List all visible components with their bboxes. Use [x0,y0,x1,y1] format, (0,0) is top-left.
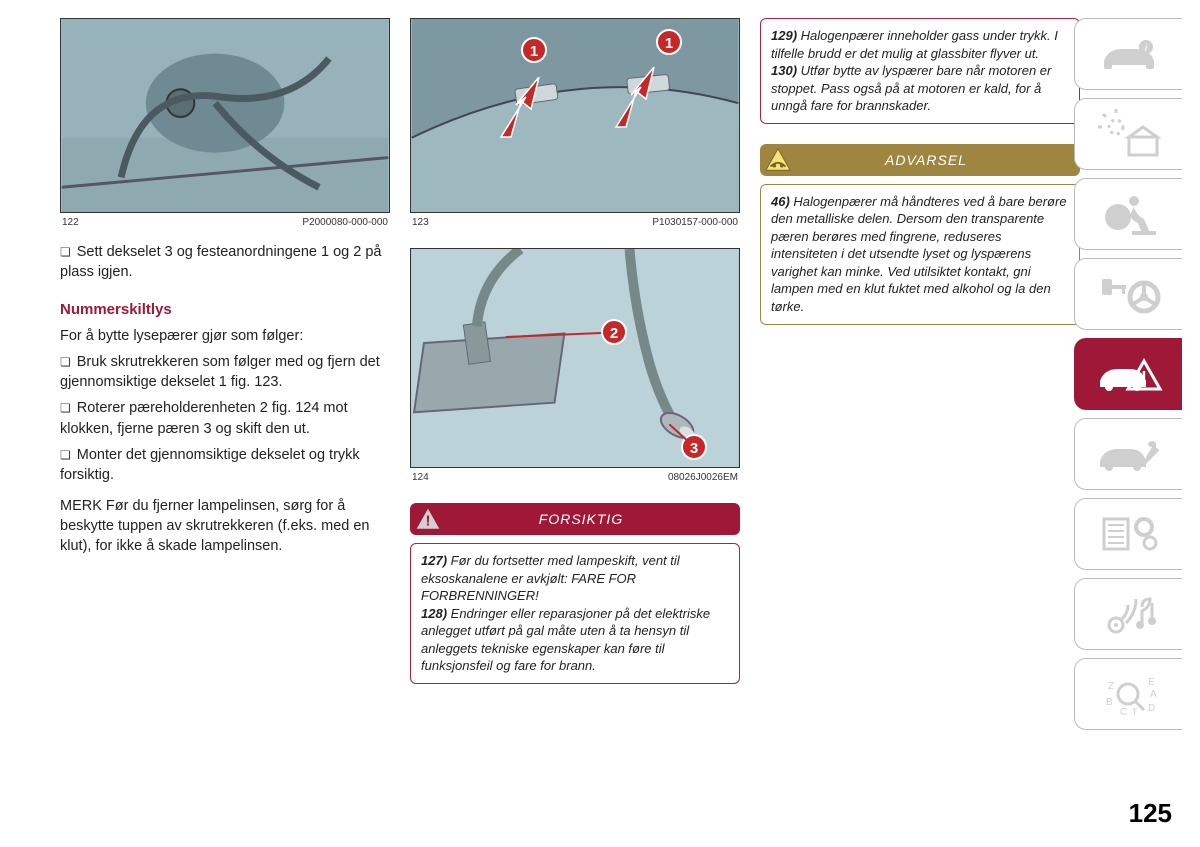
svg-text:T: T [1132,707,1138,717]
column-2: 1 1 123 P1030157-000-000 2 3 [410,18,740,829]
figure-124: 2 3 [410,248,740,468]
caution-box: 127) Før du fortsetter med lampeskift, v… [410,543,740,684]
note-text: MERK Før du fjerner lampelinsen, sørg fo… [60,496,390,557]
figure-num: 123 [412,217,429,228]
column-3: 129) Halogenpærer inneholder gass under … [760,18,1080,829]
svg-text:A: A [1150,689,1157,700]
tab-lights[interactable] [1074,98,1182,170]
bullet-text: Monter det gjennomsiktige dekselet og tr… [60,445,390,486]
tab-audio[interactable] [1074,578,1182,650]
section-tabs: i ! ZB EAD CT [1074,18,1182,730]
bullet-text: Sett dekselet 3 og festeanordningene 1 o… [60,242,390,283]
caution-box-2: 129) Halogenpærer inneholder gass under … [760,18,1080,124]
caution-text: Endringer eller reparasjoner på det elek… [421,606,710,674]
caution-text: Før du fortsetter med lampeskift, vent t… [421,553,680,603]
figure-124-caption: 124 08026J0026EM [410,468,740,483]
figure-ref: P1030157-000-000 [652,217,738,228]
tab-maintenance[interactable] [1074,418,1182,490]
figure-122-caption: 122 P2000080-000-000 [60,213,390,228]
figure-ref: P2000080-000-000 [302,217,388,228]
caution-num: 128) [421,606,447,621]
tab-key-wheel[interactable] [1074,258,1182,330]
warning-header: ADVARSEL [760,144,1080,176]
warning-label: ADVARSEL [802,152,1080,168]
caution-num: 130) [771,63,797,78]
caution-header: ! FORSIKTIG [410,503,740,535]
tab-specs[interactable] [1074,498,1182,570]
caution-text: Utfør bytte av lyspærer bare når motoren… [771,63,1051,113]
figure-123-caption: 123 P1030157-000-000 [410,213,740,228]
svg-text:D: D [1148,703,1155,714]
tab-index[interactable]: ZB EAD CT [1074,658,1182,730]
section-heading: Nummerskiltlys [60,299,390,320]
figure-122 [60,18,390,213]
figure-num: 122 [62,217,79,228]
svg-text:Z: Z [1108,681,1114,692]
callout-1b: 1 [656,29,682,55]
svg-text:C: C [1120,707,1127,718]
bullet-text: Roterer pæreholderenheten 2 fig. 124 mot… [60,398,390,439]
warning-num: 46) [771,194,790,209]
intro-text: For å bytte lysepærer gjør som følger: [60,326,390,346]
tab-car-info[interactable]: i [1074,18,1182,90]
caution-label: FORSIKTIG [452,511,740,527]
warning-box: 46) Halogenpærer må håndteres ved å bare… [760,184,1080,325]
figure-num: 124 [412,472,429,483]
svg-text:E: E [1148,677,1155,688]
column-1: 122 P2000080-000-000 Sett dekselet 3 og … [60,18,390,829]
warning-text: Halogenpærer må håndteres ved å bare ber… [771,194,1067,314]
caution-num: 129) [771,28,797,43]
svg-text:!: ! [1141,368,1147,388]
body-text-1: Sett dekselet 3 og festeanordningene 1 o… [60,242,390,557]
tab-emergency[interactable]: ! [1074,338,1182,410]
warning-triangle-icon [764,146,792,174]
caution-text: Halogenpærer inneholder gass under trykk… [771,28,1058,61]
bullet-text: Bruk skrutrekkeren som følger med og fje… [60,352,390,393]
page-number: 125 [1129,798,1172,829]
tab-airbag[interactable] [1074,178,1182,250]
figure-ref: 08026J0026EM [668,472,738,483]
warning-triangle-icon: ! [414,505,442,533]
svg-text:!: ! [426,513,431,530]
figure-123: 1 1 [410,18,740,213]
svg-text:B: B [1106,697,1113,708]
caution-num: 127) [421,553,447,568]
callout-1: 1 [521,37,547,63]
